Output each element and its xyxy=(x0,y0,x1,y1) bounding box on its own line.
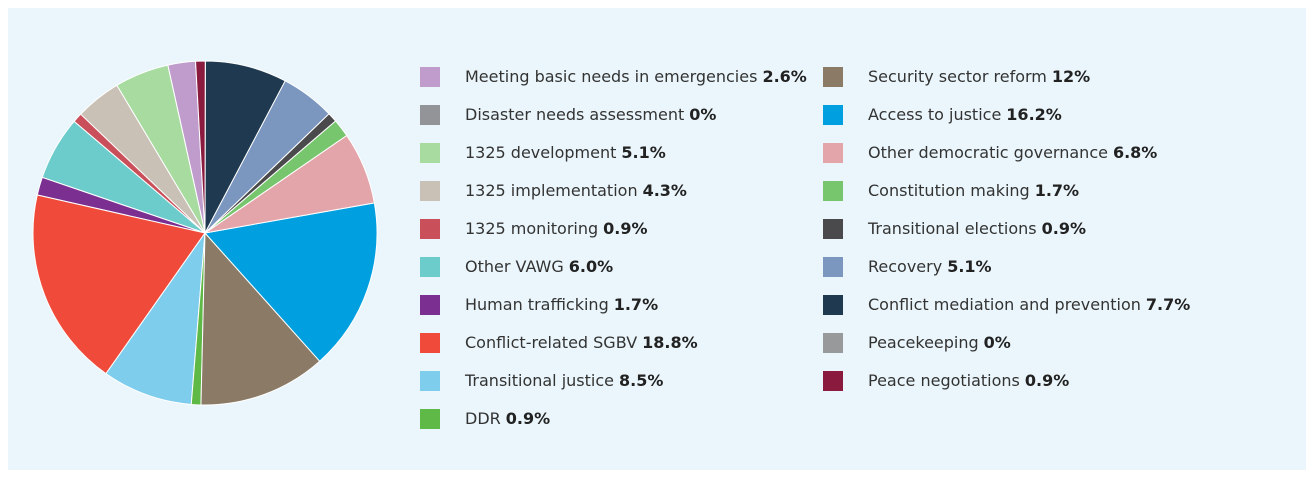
legend-swatch xyxy=(420,67,440,87)
legend-value: 5.1% xyxy=(621,143,665,162)
legend-swatch xyxy=(420,409,440,429)
legend-swatch xyxy=(420,333,440,353)
legend-name: Peace negotiations xyxy=(868,371,1020,390)
legend-name: Conflict-related SGBV xyxy=(465,333,637,352)
legend-value: 12% xyxy=(1052,67,1090,86)
legend-name: 1325 implementation xyxy=(465,181,638,200)
legend-label: 1325 monitoring 0.9% xyxy=(465,219,648,238)
legend-value: 6.8% xyxy=(1113,143,1157,162)
legend-swatch xyxy=(420,143,440,163)
pie xyxy=(32,60,378,406)
legend-label: Conflict-related SGBV 18.8% xyxy=(465,333,698,352)
legend-value: 2.6% xyxy=(762,67,806,86)
pie-slice xyxy=(32,194,206,375)
legend-swatch xyxy=(823,371,843,391)
legend-value: 0.9% xyxy=(1025,371,1069,390)
pie-slice xyxy=(204,202,378,362)
legend-value: 1.7% xyxy=(1035,181,1079,200)
legend-value: 1.7% xyxy=(614,295,658,314)
legend-label: Other VAWG 6.0% xyxy=(465,257,613,276)
legend-swatch xyxy=(823,257,843,277)
legend-swatch xyxy=(420,371,440,391)
legend-swatch xyxy=(823,181,843,201)
legend-name: Other VAWG xyxy=(465,257,564,276)
legend-label: Disaster needs assessment 0% xyxy=(465,105,716,124)
legend-swatch xyxy=(823,105,843,125)
legend-label: Peacekeeping 0% xyxy=(868,333,1011,352)
legend-name: Constitution making xyxy=(868,181,1030,200)
legend-label: Recovery 5.1% xyxy=(868,257,992,276)
legend-swatch xyxy=(823,67,843,87)
legend-value: 6.0% xyxy=(569,257,613,276)
legend-value: 0% xyxy=(689,105,716,124)
pie-slice xyxy=(105,231,206,405)
legend-name: Conflict mediation and prevention xyxy=(868,295,1141,314)
legend-label: Transitional justice 8.5% xyxy=(464,371,663,390)
legend-swatch xyxy=(823,295,843,315)
legend-label: Access to justice 16.2% xyxy=(868,105,1062,124)
legend-label: Constitution making 1.7% xyxy=(868,181,1079,200)
legend-label: Other democratic governance 6.8% xyxy=(868,143,1157,162)
legend-label: Peace negotiations 0.9% xyxy=(868,371,1069,390)
legend-label: 1325 implementation 4.3% xyxy=(465,181,687,200)
legend-value: 0.9% xyxy=(603,219,647,238)
legend-name: Disaster needs assessment xyxy=(465,105,684,124)
legend-value: 7.7% xyxy=(1146,295,1190,314)
legend-value: 0.9% xyxy=(1042,219,1086,238)
legend-name: Recovery xyxy=(868,257,942,276)
legend-label: DDR 0.9% xyxy=(465,409,550,428)
pie-slice xyxy=(200,231,321,406)
legend-label: Human trafficking 1.7% xyxy=(465,295,658,314)
legend-name: 1325 monitoring xyxy=(465,219,598,238)
legend-value: 0% xyxy=(984,333,1011,352)
legend-name: Meeting basic needs in emergencies xyxy=(465,67,757,86)
legend-value: 18.8% xyxy=(642,333,698,352)
legend-name: Peacekeeping xyxy=(868,333,979,352)
legend-name: Access to justice xyxy=(868,105,1001,124)
legend-value: 0.9% xyxy=(506,409,550,428)
legend-label: Transitional elections 0.9% xyxy=(867,219,1086,238)
legend-value: 8.5% xyxy=(619,371,663,390)
legend-name: Security sector reform xyxy=(868,67,1047,86)
legend-swatch xyxy=(823,143,843,163)
legend-name: Human trafficking xyxy=(465,295,609,314)
legend-label: Meeting basic needs in emergencies 2.6% xyxy=(465,67,807,86)
legend-swatch xyxy=(420,257,440,277)
legend-name: Other democratic governance xyxy=(868,143,1108,162)
legend-swatch xyxy=(420,105,440,125)
legend-swatch xyxy=(420,219,440,239)
legend-name: DDR xyxy=(465,409,501,428)
legend-swatch xyxy=(823,219,843,239)
pie-slice xyxy=(195,60,206,234)
legend-swatch xyxy=(420,181,440,201)
legend-label: Security sector reform 12% xyxy=(868,67,1090,86)
legend-value: 16.2% xyxy=(1006,105,1062,124)
legend-value: 5.1% xyxy=(947,257,991,276)
legend-name: Transitional justice xyxy=(464,371,614,390)
legend-label: 1325 development 5.1% xyxy=(465,143,666,162)
legend-name: Transitional elections xyxy=(867,219,1037,238)
legend-label: Conflict mediation and prevention 7.7% xyxy=(868,295,1190,314)
legend: Meeting basic needs in emergencies 2.6% Di… xyxy=(420,67,1190,429)
legend-name: 1325 development xyxy=(465,143,616,162)
legend-swatch xyxy=(823,333,843,353)
legend-value: 4.3% xyxy=(643,181,687,200)
legend-swatch xyxy=(420,295,440,315)
